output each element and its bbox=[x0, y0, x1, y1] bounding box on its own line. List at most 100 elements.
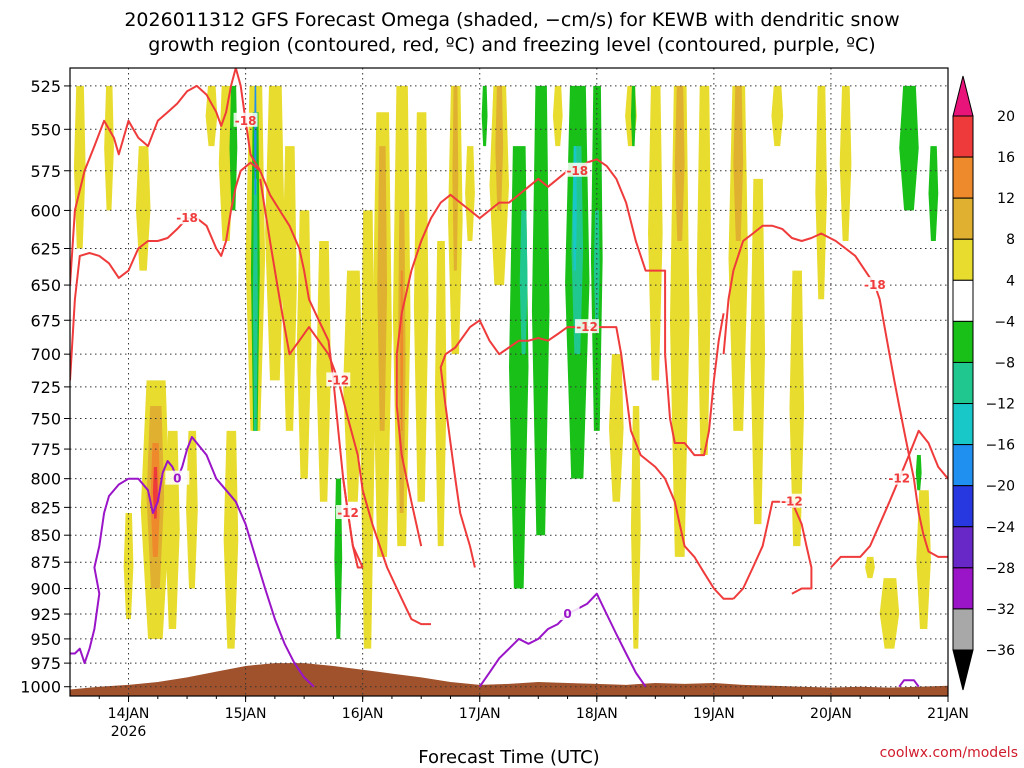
purple-contour-label: 0 bbox=[173, 472, 181, 486]
red-contour-label-bg bbox=[326, 372, 351, 387]
purple-contour-line-2 bbox=[898, 679, 920, 688]
red-contour-label: -18 bbox=[566, 164, 588, 178]
omega-shade-31 bbox=[434, 241, 447, 547]
red-contour-label: -12 bbox=[781, 495, 803, 509]
omega-shade-22 bbox=[334, 478, 343, 639]
omega-shade-41 bbox=[552, 85, 563, 147]
x-axis-label: Forecast Time (UTC) bbox=[418, 747, 599, 768]
y-tick-label: 550 bbox=[30, 120, 61, 139]
red-contour-label-bg bbox=[336, 504, 361, 519]
omega-shade-50 bbox=[630, 405, 641, 649]
omega-shade-67 bbox=[915, 455, 922, 491]
omega-shade-61 bbox=[839, 85, 852, 242]
red-contour-line-7 bbox=[830, 429, 948, 569]
omega-shade-58 bbox=[771, 85, 784, 147]
colorbar-label: −20 bbox=[985, 479, 1015, 495]
red-contour-line-3 bbox=[259, 178, 431, 626]
omega-shade-9 bbox=[186, 430, 198, 589]
omega-shade-60 bbox=[815, 85, 828, 300]
x-tick-label: 17JAN bbox=[459, 706, 501, 722]
x-tick-label: 14JAN bbox=[108, 706, 150, 722]
x-tick-label: 16JAN bbox=[342, 706, 384, 722]
red-contour-label: -12 bbox=[337, 506, 359, 520]
y-tick-label: 600 bbox=[30, 201, 61, 220]
y-tick-label: 975 bbox=[30, 654, 61, 673]
colorbar-bin-1 bbox=[952, 156, 974, 199]
y-tick-label: 875 bbox=[30, 553, 61, 572]
omega-shade-33 bbox=[452, 85, 459, 271]
red-contour-line-5 bbox=[439, 319, 734, 600]
terrain-fill bbox=[70, 663, 948, 696]
purple-contour-label-bg bbox=[555, 606, 580, 621]
omega-shade-30 bbox=[413, 112, 429, 502]
omega-shade-56 bbox=[733, 85, 744, 242]
y-tick-label: 775 bbox=[30, 440, 61, 459]
colorbar: 20 16 12 8 4 −4 −8 −12 −16 −20 −24 −28 −32 −36 bbox=[952, 75, 1015, 691]
omega-shade-40 bbox=[531, 85, 550, 536]
chart-title-line2: growth region (contoured, red, ºC) and f… bbox=[148, 34, 875, 56]
y-tick-label: 950 bbox=[30, 630, 61, 649]
omega-shade-35 bbox=[481, 85, 488, 147]
y-tick-label: 925 bbox=[30, 605, 61, 624]
y-tick-label: 825 bbox=[30, 498, 61, 517]
omega-shade-64 bbox=[899, 85, 919, 211]
colorbar-top-cap bbox=[952, 75, 974, 117]
omega-shade-23 bbox=[343, 270, 363, 502]
red-contour-line-4 bbox=[342, 478, 364, 568]
red-contour-label: -12 bbox=[888, 472, 910, 486]
y-tick-label: 900 bbox=[30, 579, 61, 598]
colorbar-label: −28 bbox=[985, 561, 1015, 577]
terrain-area bbox=[70, 663, 948, 696]
dendritic-growth-contours: -18 -18 -18 -12 -12 -12 -12 -12 -18 bbox=[70, 68, 948, 626]
omega-shade-65 bbox=[928, 146, 939, 242]
red-contour-label-bg bbox=[779, 493, 804, 508]
credit-text: coolwx.com/models bbox=[880, 745, 1018, 761]
colorbar-bin-10 bbox=[952, 526, 974, 569]
omega-shade-10 bbox=[205, 85, 218, 147]
red-contour-label-bg bbox=[575, 319, 600, 334]
omega-shade-18 bbox=[265, 85, 285, 381]
omega-shade-0 bbox=[73, 85, 86, 249]
red-contour-label: -18 bbox=[176, 211, 198, 225]
colorbar-label: 12 bbox=[997, 191, 1015, 207]
colorbar-label: −8 bbox=[994, 355, 1015, 371]
y-tick-label: 650 bbox=[30, 276, 61, 295]
omega-shade-34 bbox=[465, 146, 475, 242]
colorbar-bin-12 bbox=[952, 608, 974, 651]
omega-shade-12 bbox=[223, 430, 239, 649]
omega-shade-51 bbox=[648, 85, 663, 381]
red-contour-line-8 bbox=[722, 224, 948, 558]
purple-contour-label: 0 bbox=[563, 607, 571, 621]
red-contour-label: -12 bbox=[576, 320, 598, 334]
y-tick-label: 625 bbox=[30, 239, 61, 258]
x-axis-ticks: 14JAN 2026 15JAN 16JAN 17JAN 18JAN 19JAN 20JAN 2… bbox=[98, 696, 969, 740]
omega-shade-49 bbox=[630, 85, 636, 147]
colorbar-label: −36 bbox=[985, 643, 1015, 659]
omega-shade-44 bbox=[572, 146, 577, 271]
colorbar-bin-2 bbox=[952, 197, 974, 240]
omega-shade-39 bbox=[519, 210, 528, 355]
y-tick-label: 750 bbox=[30, 409, 61, 428]
x-tick-label: 15JAN bbox=[225, 706, 267, 722]
red-contour-label: -18 bbox=[235, 114, 257, 128]
omega-shade-19 bbox=[282, 146, 297, 431]
colorbar-label: −12 bbox=[985, 397, 1015, 413]
colorbar-label: −32 bbox=[985, 602, 1015, 618]
omega-shade-57 bbox=[750, 178, 766, 525]
red-contour-line-1 bbox=[70, 161, 261, 381]
colorbar-label: −4 bbox=[994, 314, 1015, 330]
chart-title-line1: 2026011312 GFS Forecast Omega (shaded, −… bbox=[124, 9, 899, 31]
colorbar-bin-0 bbox=[952, 115, 974, 158]
omega-shade-63 bbox=[879, 578, 900, 649]
omega-shade-37 bbox=[495, 85, 504, 211]
colorbar-label: 20 bbox=[997, 109, 1015, 125]
colorbar-bin-4 bbox=[952, 279, 974, 322]
x-tick-label: 21JAN bbox=[927, 706, 969, 722]
omega-shading bbox=[73, 85, 939, 649]
colorbar-bin-6 bbox=[952, 361, 974, 405]
omega-shade-47 bbox=[608, 354, 624, 502]
x-tick-label: 18JAN bbox=[576, 706, 618, 722]
omega-shade-21 bbox=[316, 241, 331, 502]
y-tick-label: 725 bbox=[30, 378, 61, 397]
